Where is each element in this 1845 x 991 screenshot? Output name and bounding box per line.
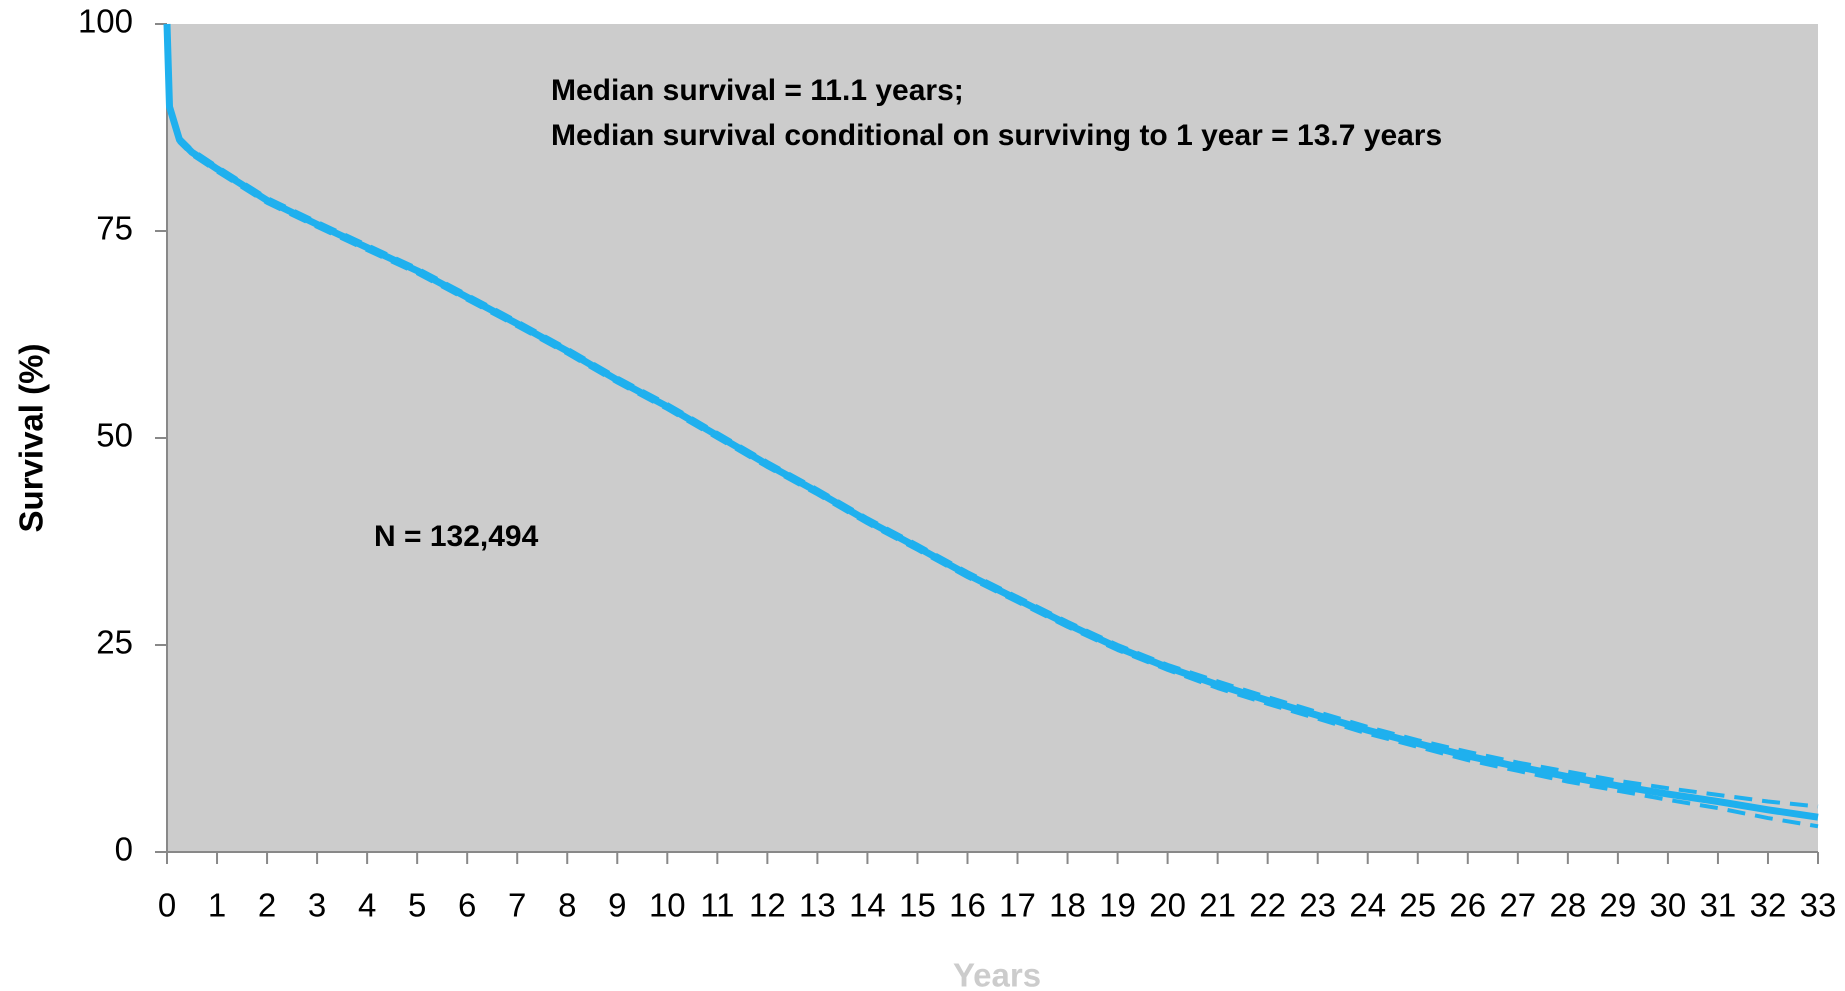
- annotation: N = 132,494: [374, 520, 539, 553]
- x-tick-label: 12: [749, 887, 786, 924]
- x-axis-title: Years: [953, 957, 1041, 991]
- x-tick-label: 28: [1549, 887, 1586, 924]
- y-axis-title: Survival (%): [13, 344, 50, 533]
- x-tick-label: 18: [1049, 887, 1086, 924]
- x-tick-label: 29: [1600, 887, 1637, 924]
- x-tick-label: 20: [1149, 887, 1186, 924]
- plot-area: [167, 24, 1818, 852]
- y-tick-label: 25: [96, 624, 133, 661]
- x-tick-label: 22: [1249, 887, 1286, 924]
- x-tick-label: 9: [608, 887, 626, 924]
- x-tick-label: 26: [1449, 887, 1486, 924]
- x-tick-label: 31: [1700, 887, 1737, 924]
- y-tick-label: 50: [96, 417, 133, 454]
- x-tick-label: 24: [1349, 887, 1386, 924]
- x-tick-label: 25: [1399, 887, 1436, 924]
- x-tick-label: 16: [949, 887, 986, 924]
- x-tick-label: 2: [258, 887, 276, 924]
- x-tick-label: 23: [1299, 887, 1336, 924]
- x-tick-label: 11: [700, 887, 734, 924]
- x-tick-label: 15: [899, 887, 936, 924]
- x-tick-label: 14: [849, 887, 886, 924]
- x-tick-label: 33: [1800, 887, 1837, 924]
- annotation: Median survival = 11.1 years;: [551, 74, 964, 107]
- x-tick-label: 4: [358, 887, 376, 924]
- x-tick-label: 3: [308, 887, 326, 924]
- x-tick-label: 1: [208, 887, 226, 924]
- x-tick-label: 8: [558, 887, 576, 924]
- x-tick-label: 6: [458, 887, 476, 924]
- x-tick-label: 0: [158, 887, 176, 924]
- x-tick-label: 5: [408, 887, 426, 924]
- y-tick-label: 0: [115, 831, 133, 868]
- x-tick-label: 17: [999, 887, 1036, 924]
- x-tick-label: 27: [1499, 887, 1536, 924]
- y-tick-label: 75: [96, 210, 133, 247]
- y-tick-label: 100: [78, 3, 133, 40]
- x-tick-label: 7: [508, 887, 526, 924]
- x-tick-label: 30: [1650, 887, 1687, 924]
- annotation: Median survival conditional on surviving…: [551, 119, 1442, 152]
- x-tick-label: 21: [1199, 887, 1236, 924]
- x-tick-label: 19: [1099, 887, 1136, 924]
- x-tick-label: 10: [649, 887, 686, 924]
- x-tick-label: 13: [799, 887, 836, 924]
- x-tick-label: 32: [1750, 887, 1787, 924]
- series-line: [163, 23, 1819, 821]
